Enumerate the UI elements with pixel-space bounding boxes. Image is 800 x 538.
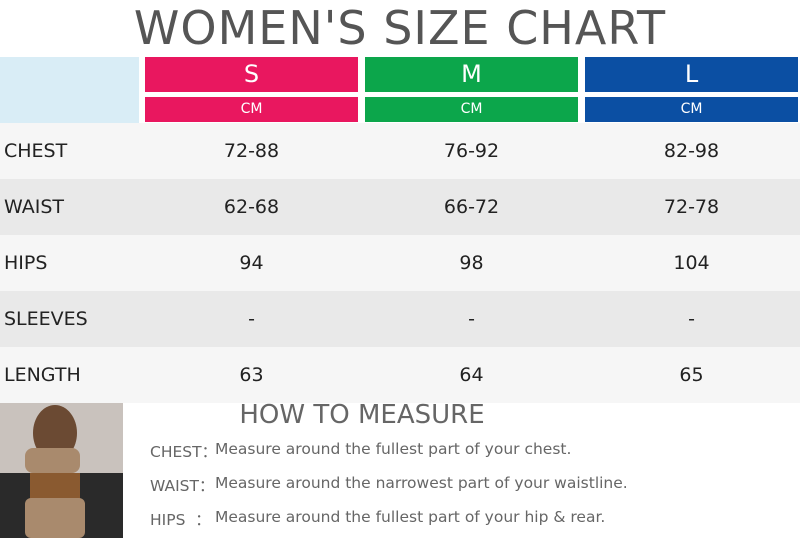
size-header: L [585, 57, 798, 92]
cell-value: 64 [459, 364, 484, 386]
title: WOMEN'S SIZE CHART [133, 1, 667, 55]
cell-value: 82-98 [663, 140, 720, 162]
size-header: M [365, 57, 578, 92]
cell-value: - [468, 308, 475, 330]
measure-text: Measure around the fullest part of your … [215, 440, 572, 458]
row-label: SLEEVES [4, 308, 88, 330]
cell-value: 62-68 [223, 196, 280, 218]
measure-text: Measure around the fullest part of your … [215, 508, 606, 526]
unit-header: CM [585, 97, 798, 122]
cell-value: 72-78 [663, 196, 720, 218]
cell-value: 94 [239, 252, 264, 274]
size-header: S [145, 57, 358, 92]
measure-label: CHEST： [150, 443, 218, 461]
cell-value: 76-92 [443, 140, 500, 162]
model-photo [0, 403, 123, 538]
row-label: CHEST [4, 140, 68, 162]
measure-text: Measure around the narrowest part of you… [215, 474, 628, 492]
cell-value: 63 [239, 364, 264, 386]
measure-title: HOW TO MEASURE [239, 400, 485, 430]
table-row: SLEEVES - - - [0, 291, 800, 347]
table-row: WAIST 62-68 66-72 72-78 [0, 179, 800, 235]
measure-label: HIPS ： [150, 511, 211, 529]
cell-value: - [688, 308, 695, 330]
table-row: HIPS 94 98 104 [0, 235, 800, 291]
row-label: HIPS [4, 252, 48, 274]
cell-value: 104 [673, 252, 710, 274]
table-row: CHEST 72-88 76-92 82-98 [0, 123, 800, 179]
cell-value: 72-88 [223, 140, 280, 162]
cell-value: 66-72 [443, 196, 500, 218]
row-label: LENGTH [4, 364, 81, 386]
cell-value: 65 [679, 364, 704, 386]
unit-header: CM [145, 97, 358, 122]
cell-value: 98 [459, 252, 484, 274]
unit-header: CM [365, 97, 578, 122]
measure-label: WAIST： [150, 477, 215, 495]
row-label: WAIST [4, 196, 65, 218]
table-row: LENGTH 63 64 65 [0, 347, 800, 403]
header-corner [0, 57, 139, 123]
cell-value: - [248, 308, 255, 330]
